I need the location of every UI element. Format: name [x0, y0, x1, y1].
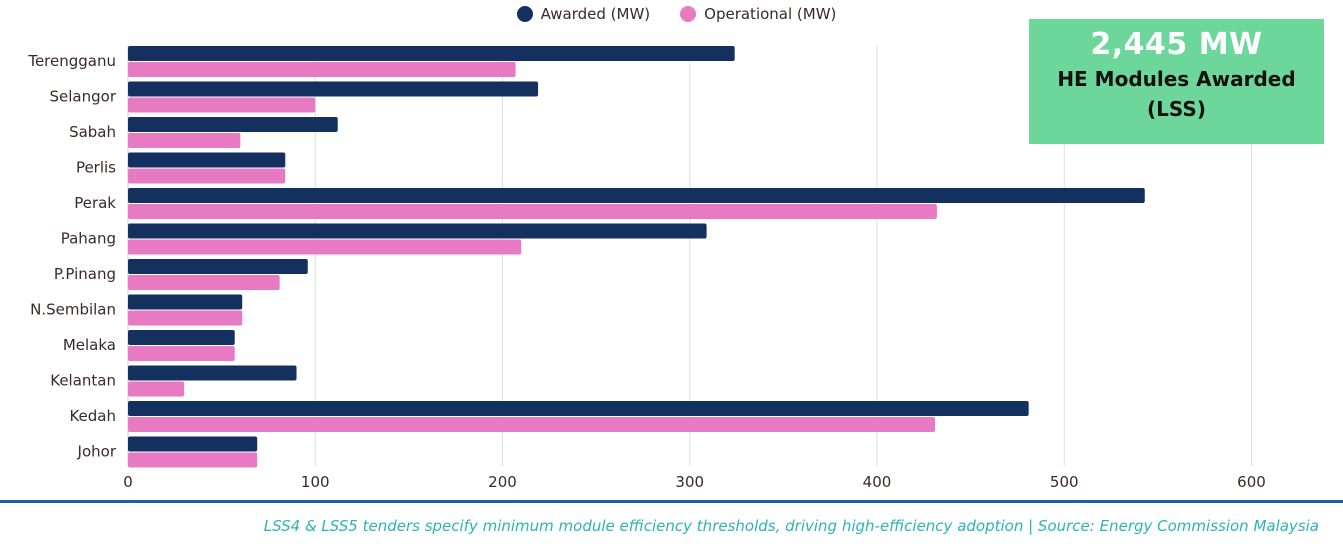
footer-note: LSS4 & LSS5 tenders specify minimum modu… — [263, 517, 1319, 535]
y-tick-label: P.Pinang — [54, 265, 116, 283]
bar-awarded[interactable]: Kedah — Awarded (MW): 481 — [128, 401, 1029, 416]
x-tick-label: 200 — [488, 473, 517, 491]
y-tick-label: Perak — [74, 194, 116, 212]
bar-awarded[interactable]: Pahang — Awarded (MW): 309 — [128, 223, 707, 239]
bar-operational[interactable]: Selangor — Operational (MW): 100 — [128, 97, 316, 113]
y-tick-label: Terengganu — [27, 52, 116, 70]
bar-awarded[interactable]: Johor — Awarded (MW): 69 — [128, 436, 258, 452]
y-tick-label: N.Sembilan — [30, 301, 116, 319]
bar-operational[interactable]: Kedah — Operational (MW): 431 — [128, 417, 936, 432]
legend-label-awarded: Awarded (MW) — [540, 5, 651, 23]
bar-operational[interactable]: Johor — Operational (MW): 69 — [128, 452, 258, 468]
x-tick-label: 600 — [1237, 473, 1266, 491]
y-tick-label: Johor — [77, 443, 117, 461]
bar-operational[interactable]: Perlis — Operational (MW): 84 — [128, 168, 286, 184]
bar-operational[interactable]: N.Sembilan — Operational (MW): 61 — [128, 310, 243, 326]
legend-swatch-operational — [680, 6, 697, 22]
bar-operational[interactable]: P.Pinang — Operational (MW): 81 — [128, 275, 280, 290]
bar-awarded[interactable]: Melaka — Awarded (MW): 57 — [128, 330, 235, 345]
x-tick-label: 500 — [1050, 473, 1079, 491]
bar-operational[interactable]: Melaka — Operational (MW): 57 — [128, 346, 235, 361]
footer-divider — [0, 500, 1343, 503]
bar-awarded[interactable]: Selangor — Awarded (MW): 219 — [128, 81, 539, 97]
bar-awarded[interactable]: Perlis — Awarded (MW): 84 — [128, 152, 286, 168]
y-tick-label: Perlis — [76, 159, 116, 177]
legend-label-operational: Operational (MW) — [704, 5, 837, 23]
bar-operational[interactable]: Terengganu — Operational (MW): 207 — [128, 62, 516, 77]
bar-awarded[interactable]: P.Pinang — Awarded (MW): 96 — [128, 259, 308, 274]
bar-awarded[interactable]: Sabah — Awarded (MW): 112 — [128, 117, 338, 132]
legend-swatch-awarded — [516, 6, 533, 22]
kpi-label: HE Modules Awarded (LSS) — [1057, 67, 1296, 121]
bar-operational[interactable]: Kelantan — Operational (MW): 30 — [128, 381, 185, 397]
kpi-card: 2,445 MW HE Modules Awarded (LSS) — [1029, 19, 1324, 144]
legend-item-awarded[interactable]: Awarded (MW) — [516, 5, 651, 23]
x-tick-label: 300 — [675, 473, 704, 491]
bar-operational[interactable]: Sabah — Operational (MW): 60 — [128, 133, 241, 148]
y-tick-label: Selangor — [50, 88, 117, 106]
bar-awarded[interactable]: Kelantan — Awarded (MW): 90 — [128, 365, 297, 381]
bar-awarded[interactable]: Perak — Awarded (MW): 543 — [128, 188, 1145, 203]
bar-awarded[interactable]: Terengganu — Awarded (MW): 324 — [128, 46, 735, 61]
x-tick-label: 0 — [123, 473, 133, 491]
chart-legend: Awarded (MW) Operational (MW) — [0, 5, 1343, 23]
x-tick-label: 400 — [863, 473, 892, 491]
bar-chart: 0 100 200 300 400 500 600 Terengganu Terengganu … — [27, 46, 1266, 491]
x-tick-label: 100 — [301, 473, 330, 491]
y-tick-label: Kelantan — [50, 372, 116, 390]
bar-operational[interactable]: Perak — Operational (MW): 432 — [128, 204, 937, 219]
bar-awarded[interactable]: N.Sembilan — Awarded (MW): 61 — [128, 294, 243, 310]
y-tick-label: Sabah — [69, 123, 116, 141]
legend-item-operational[interactable]: Operational (MW) — [680, 5, 836, 23]
kpi-value: 2,445 MW — [1090, 27, 1263, 62]
bar-operational[interactable]: Pahang — Operational (MW): 210 — [128, 239, 522, 255]
y-tick-label: Kedah — [69, 407, 116, 425]
y-tick-label: Melaka — [63, 336, 116, 354]
y-tick-label: Pahang — [61, 230, 116, 248]
